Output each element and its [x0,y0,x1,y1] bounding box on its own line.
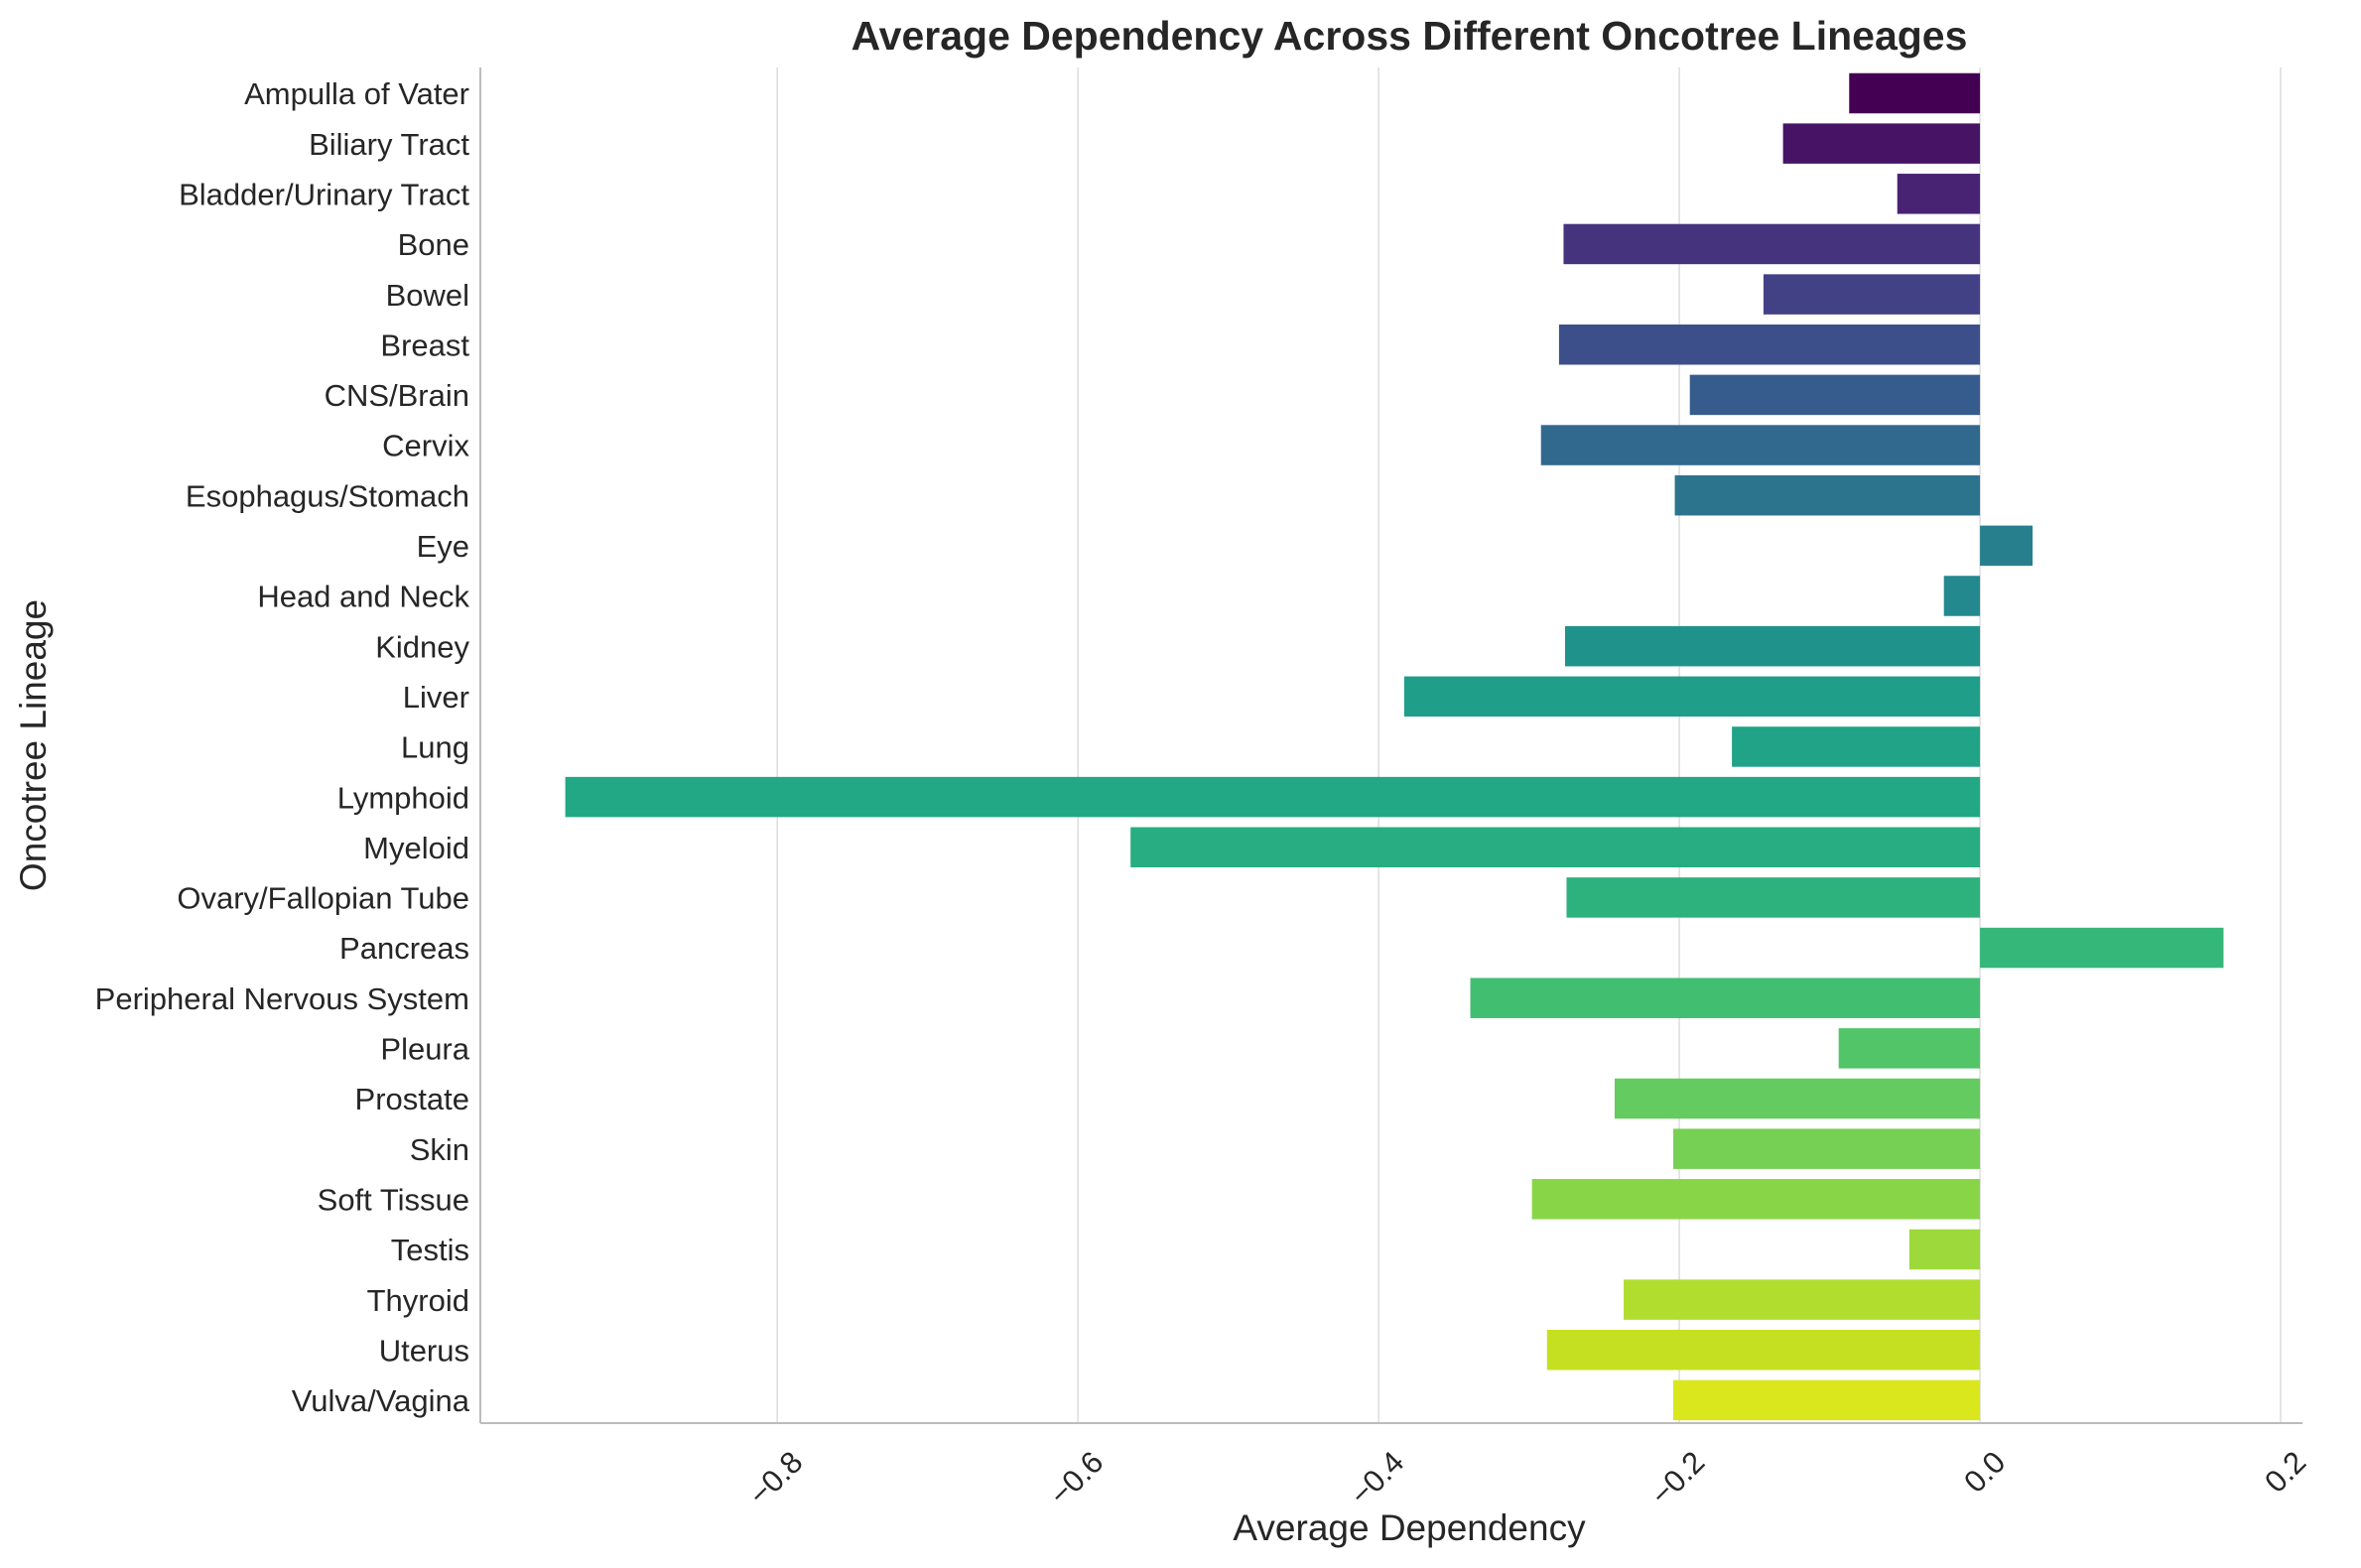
bar [1130,827,1981,867]
y-tick-label: CNS/Brain [325,378,469,413]
y-tick-label: Lymphoid [337,780,469,815]
bar [1614,1078,1981,1119]
y-tick-label: Biliary Tract [309,127,469,162]
y-tick-label: Bowel [386,278,469,313]
bar [1558,325,1981,365]
spine-layer [479,67,2302,1424]
y-tick-label: Ovary/Fallopian Tube [177,881,469,916]
y-tick-label: Bone [398,227,469,262]
x-axis-title: Average Dependency [1233,1507,1586,1548]
bar [565,776,1981,818]
bar [1897,174,1981,214]
grid-layer [776,67,2282,1423]
bar [1908,1229,1981,1270]
y-tick-label: Uterus [379,1333,469,1368]
bar [1673,1128,1981,1169]
y-tick-label: Prostate [355,1082,469,1116]
bar [1782,123,1981,164]
x-tick-label: −0.8 [741,1445,809,1512]
bar [1403,676,1981,718]
y-tick-label: Thyroid [367,1283,469,1318]
y-tick-label: Pleura [380,1032,469,1067]
bar [1732,726,1981,767]
y-tick-label: Kidney [375,629,469,664]
y-tick-label: Esophagus/Stomach [186,478,469,513]
x-tick-label: −0.6 [1042,1445,1110,1512]
bar [1546,1330,1981,1371]
x-tick-label: 0.0 [1957,1445,2012,1500]
x-tick-label: −0.2 [1643,1445,1711,1512]
y-tick-label: Lung [401,730,469,765]
bar [1563,223,1981,265]
bar [1943,576,1981,616]
x-tick-labels: −0.8 −0.6 −0.4 −0.2 0.0 0.2 [741,1445,2312,1512]
bar [1566,877,1981,918]
y-axis-title: Oncotree Lineage [13,599,54,891]
y-tick-label: Vulva/Vagina [292,1383,470,1418]
bar [1531,1179,1981,1220]
y-tick-label: Testis [391,1233,469,1267]
bar [1624,1279,1981,1320]
y-tick-label: Ampulla of Vater [244,76,469,111]
y-tick-label: Eye [417,529,469,564]
y-tick-label: Peripheral Nervous System [95,981,469,1016]
y-tick-label: Skin [410,1132,469,1167]
x-tick-label: −0.4 [1343,1445,1410,1512]
bar [1674,474,1981,516]
bar-layer [565,72,2224,1421]
y-tick-label: Liver [403,680,469,715]
bar [1564,625,1981,667]
bar [1540,425,1981,465]
y-tick-label: Breast [380,327,469,362]
bar [1689,374,1981,416]
chart-title: Average Dependency Across Different Onco… [852,13,1968,59]
y-tick-label: Myeloid [363,831,469,865]
bar [1673,1379,1981,1421]
y-tick-labels: Ampulla of Vater Biliary Tract Bladder/Uri… [95,76,470,1418]
bar [1980,525,2033,567]
y-tick-label: Bladder/Urinary Tract [179,177,469,211]
bar [1849,72,1981,114]
bar [1470,978,1981,1018]
x-tick-label: 0.2 [2258,1445,2312,1500]
y-tick-label: Soft Tissue [318,1182,469,1217]
bar [1763,274,1981,315]
bar [1980,927,2224,969]
y-tick-label: Cervix [382,429,469,463]
y-tick-label: Head and Neck [257,580,469,614]
bar [1838,1028,1981,1069]
y-tick-label: Pancreas [339,931,469,966]
